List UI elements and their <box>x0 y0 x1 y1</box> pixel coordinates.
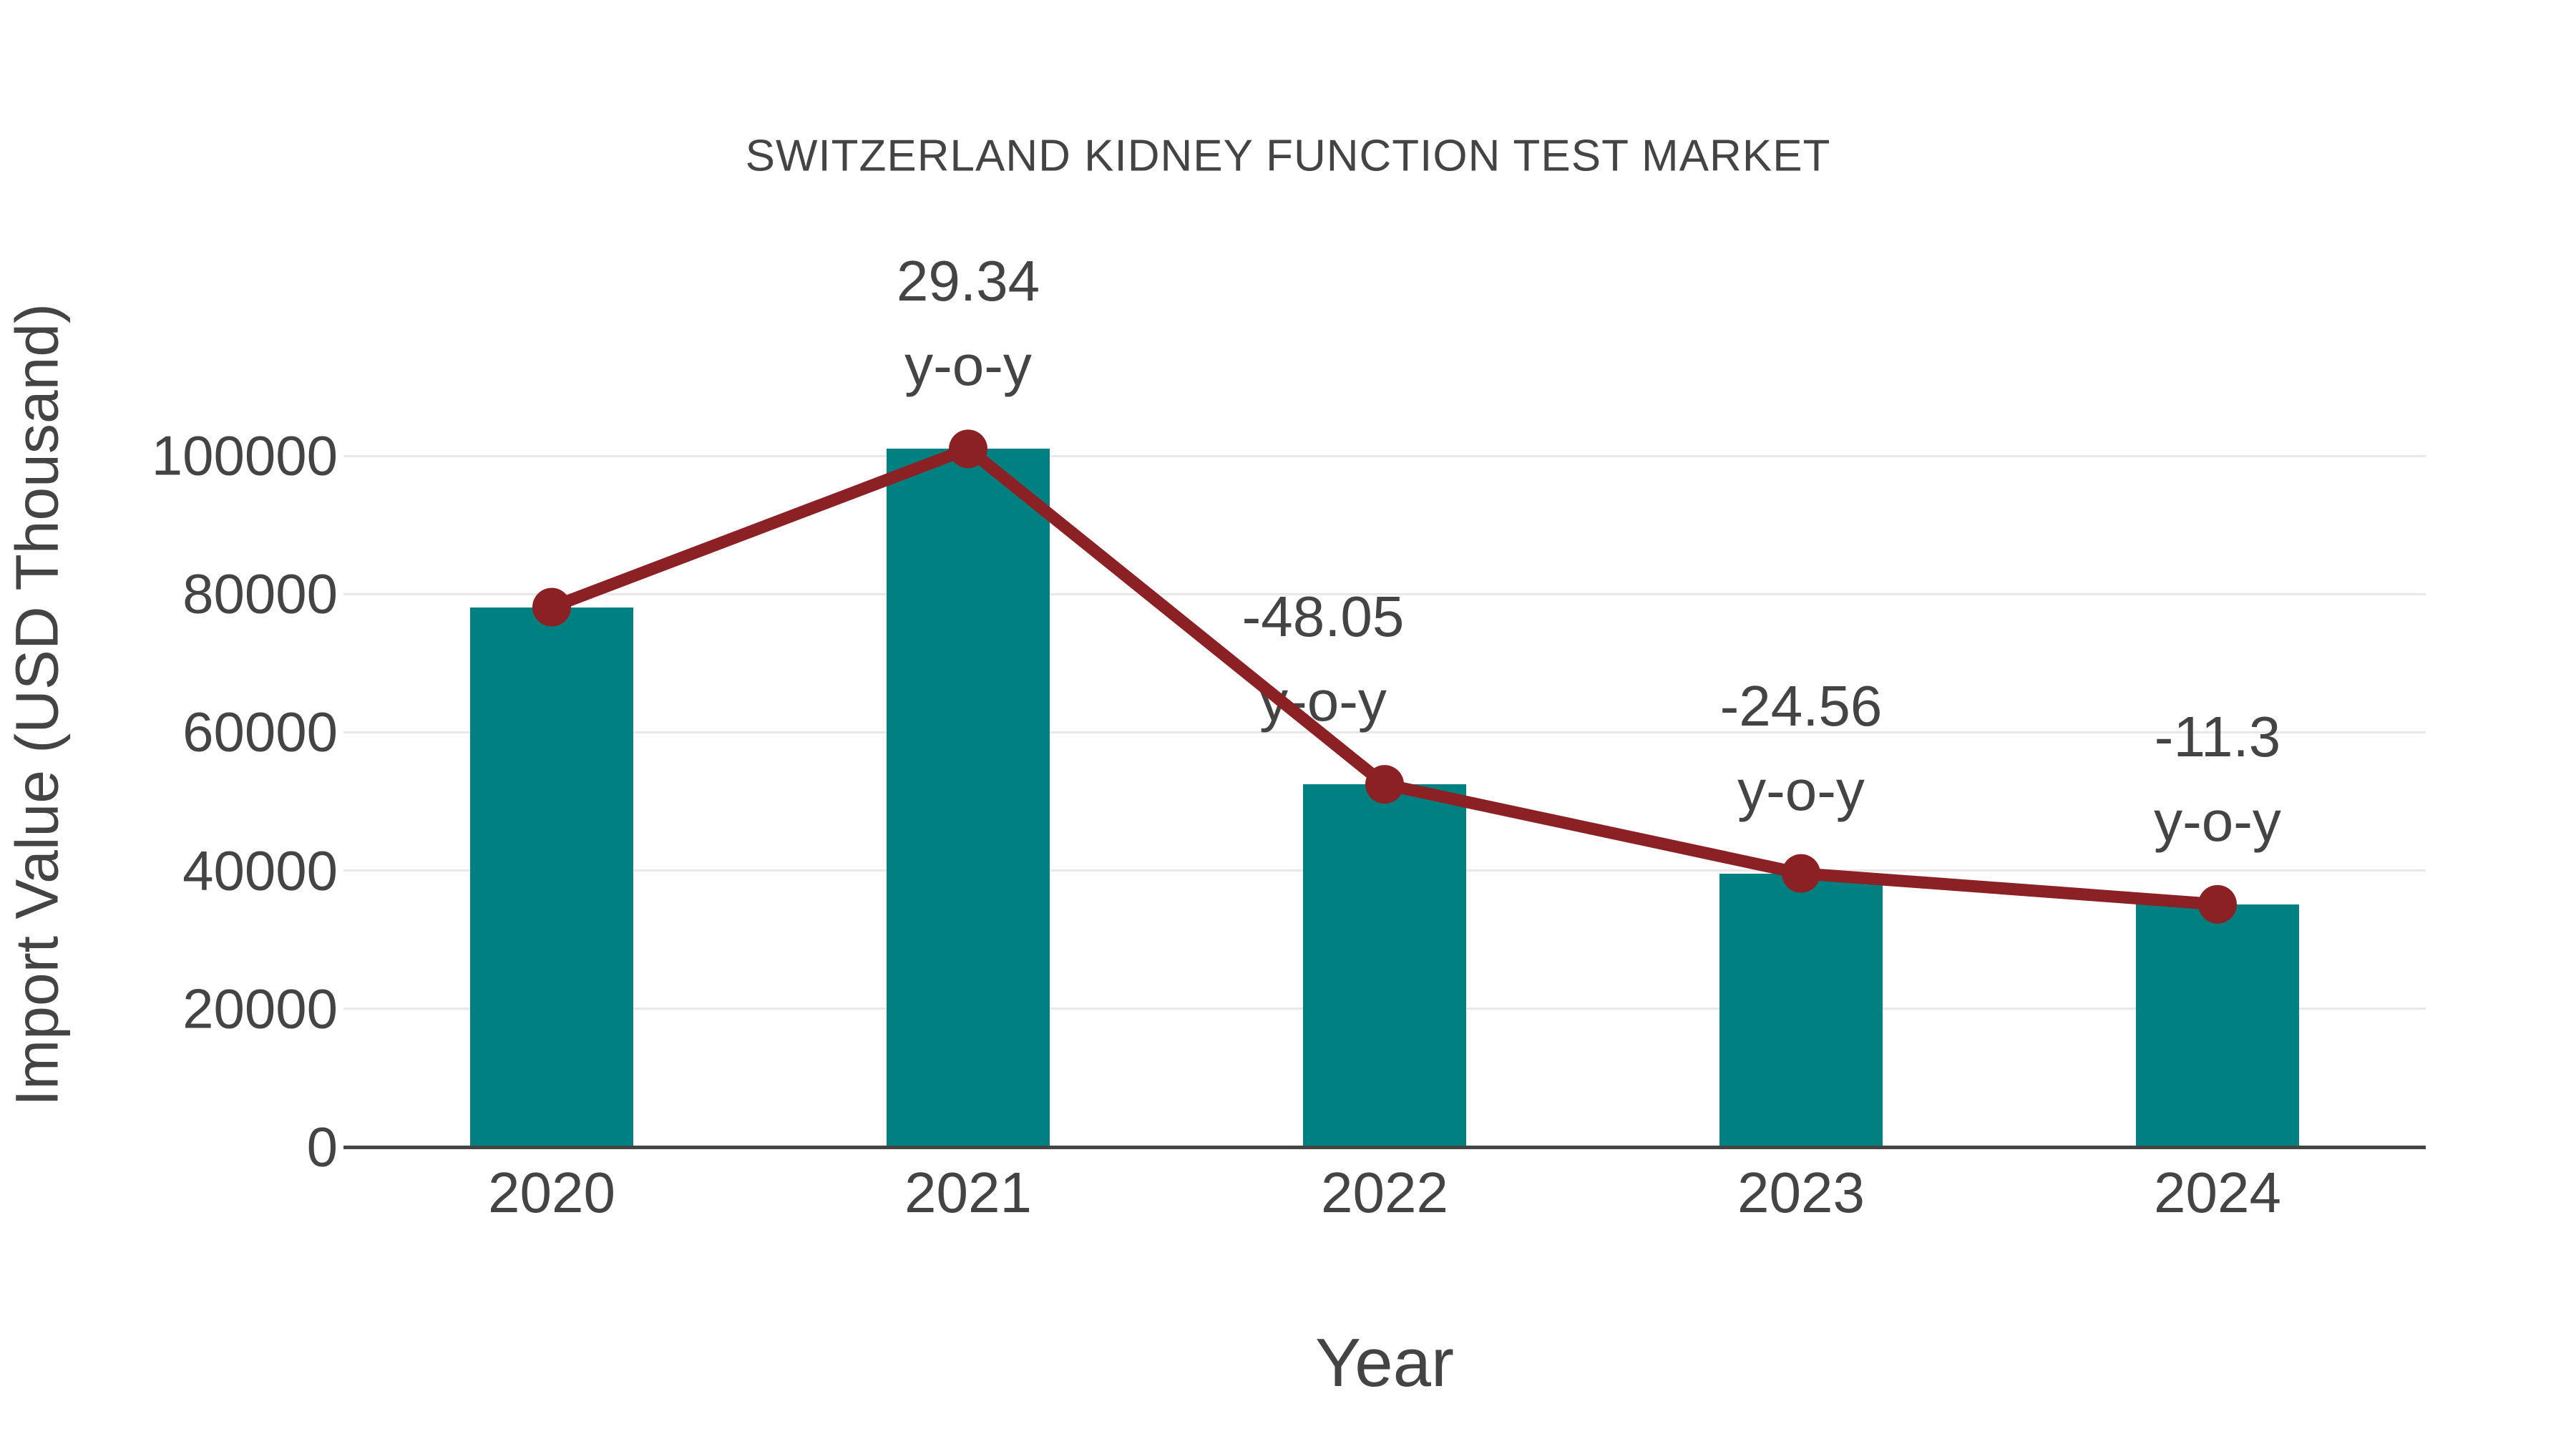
x-tick-label-2023: 2023 <box>1737 1161 1865 1224</box>
x-tick-label-2020: 2020 <box>488 1161 615 1224</box>
y-tick-label-60000: 60000 <box>182 700 338 763</box>
annotation-2023-value: -24.56 <box>1719 673 1883 738</box>
annotation-2024-value: -11.3 <box>2154 704 2281 769</box>
annotation-2022-value: -48.05 <box>1241 585 1405 649</box>
annotation-2023-label: y-o-y <box>1737 758 1865 822</box>
annotation-2021-value: 29.34 <box>896 249 1040 313</box>
bar-2022 <box>1303 784 1466 1147</box>
y-tick-label-40000: 40000 <box>182 839 338 902</box>
x-tick-label-2022: 2022 <box>1321 1161 1448 1224</box>
y-tick-label-20000: 20000 <box>182 977 338 1040</box>
bar-2024 <box>2136 904 2299 1147</box>
x-tick-label-2021: 2021 <box>904 1161 1032 1224</box>
x-axis-line <box>343 1146 2426 1149</box>
y-axis-title: Import Value (USD Thousand) <box>3 303 71 1107</box>
annotation-2022-label: y-o-y <box>1259 669 1387 733</box>
y-tick-label-100000: 100000 <box>151 424 338 487</box>
bar-2020 <box>470 607 633 1147</box>
gridline-100000 <box>343 454 2426 457</box>
x-tick-label-2024: 2024 <box>2154 1161 2281 1224</box>
annotation-2021-label: y-o-y <box>904 333 1032 398</box>
annotation-2024-label: y-o-y <box>2154 789 2281 853</box>
y-tick-label-80000: 80000 <box>182 562 338 625</box>
bar-2023 <box>1719 873 1883 1147</box>
x-axis-title: Year <box>1315 1324 1454 1401</box>
chart-title: SWITZERLAND KIDNEY FUNCTION TEST MARKET <box>745 131 1831 181</box>
y-tick-label-0: 0 <box>306 1115 338 1179</box>
bar-2021 <box>887 449 1050 1147</box>
